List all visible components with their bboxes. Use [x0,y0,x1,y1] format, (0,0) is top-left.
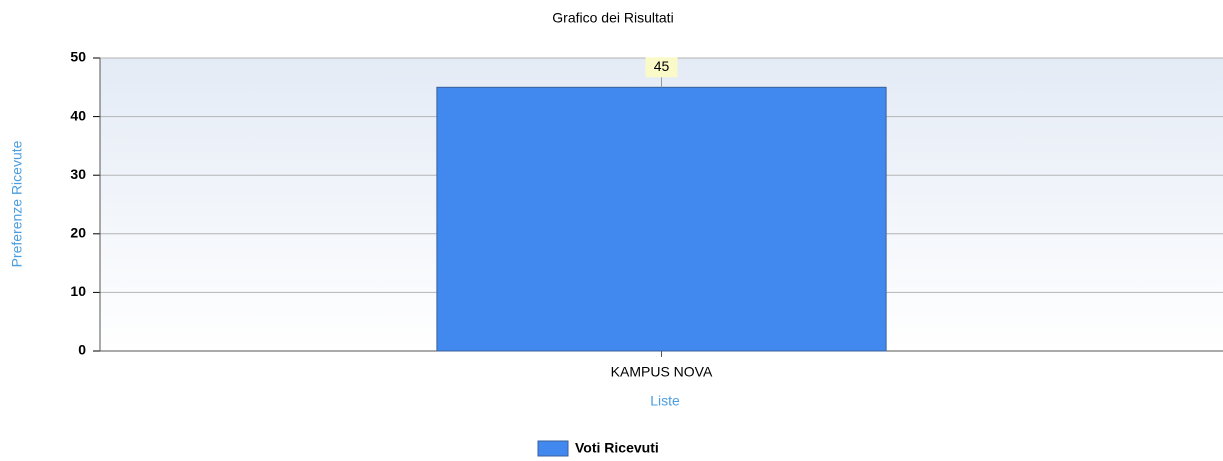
x-tick-label: KAMPUS NOVA [611,364,713,380]
value-label: 45 [654,58,670,74]
y-tick-label: 40 [70,107,86,123]
y-tick-label: 30 [70,166,86,182]
legend-swatch [537,440,569,457]
y-tick-label: 0 [78,342,86,358]
y-tick-label: 50 [70,49,86,65]
y-tick-label: 20 [70,225,86,241]
chart-title: Grafico dei Risultati [552,10,673,26]
y-axis-label: Preferenze Ricevute [9,140,25,267]
x-axis-label: Liste [650,393,680,409]
legend-label: Voti Ricevuti [575,440,659,456]
bar [436,86,887,352]
y-tick-label: 10 [70,283,86,299]
value-label-box [645,57,678,78]
